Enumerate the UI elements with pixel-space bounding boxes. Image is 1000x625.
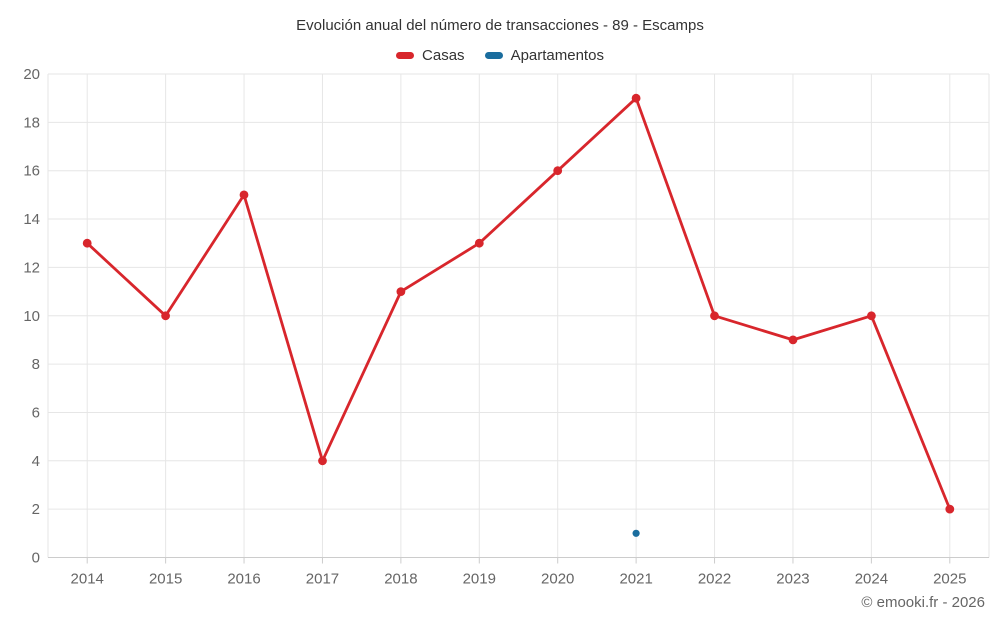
x-axis-label: 2016 bbox=[227, 571, 260, 588]
legend-item-casas[interactable]: Casas bbox=[396, 47, 465, 64]
y-axis-label: 10 bbox=[23, 308, 40, 325]
x-axis-label: 2015 bbox=[149, 571, 182, 588]
x-axis-label: 2022 bbox=[698, 571, 731, 588]
casas-marker[interactable] bbox=[474, 238, 484, 248]
legend-label-casas: Casas bbox=[422, 47, 465, 64]
x-axis-label: 2023 bbox=[776, 571, 809, 588]
chart-title: Evolución anual del número de transaccio… bbox=[296, 17, 704, 34]
x-axis-label: 2019 bbox=[463, 571, 496, 588]
y-axis-label: 8 bbox=[32, 356, 40, 373]
credits-link[interactable]: © emooki.fr - 2026 bbox=[861, 594, 985, 611]
casas-marker[interactable] bbox=[631, 93, 641, 103]
casas-marker[interactable] bbox=[239, 190, 249, 200]
casas-marker[interactable] bbox=[318, 456, 327, 466]
x-axis-label: 2017 bbox=[306, 571, 339, 588]
y-axis-label: 14 bbox=[23, 211, 40, 228]
y-axis-label: 2 bbox=[32, 501, 40, 518]
x-axis-label: 2025 bbox=[933, 571, 966, 588]
casas-marker[interactable] bbox=[553, 166, 563, 176]
casas-marker[interactable] bbox=[867, 311, 876, 321]
apartamentos-swatch-icon bbox=[484, 52, 503, 59]
casas-swatch-icon bbox=[396, 52, 415, 59]
x-axis-label: 2018 bbox=[384, 571, 417, 588]
x-axis-label: 2020 bbox=[541, 571, 574, 588]
casas-marker[interactable] bbox=[82, 238, 92, 248]
legend-item-apartamentos[interactable]: Apartamentos bbox=[484, 47, 604, 64]
casas-line bbox=[85, 96, 952, 511]
casas-marker[interactable] bbox=[396, 287, 406, 296]
casas-marker[interactable] bbox=[788, 335, 798, 345]
casas-marker[interactable] bbox=[710, 311, 719, 321]
y-axis-label: 16 bbox=[23, 163, 40, 180]
legend: Casas Apartamentos bbox=[0, 47, 1000, 64]
legend-label-apartamentos: Apartamentos bbox=[510, 47, 604, 64]
x-axis-label: 2021 bbox=[619, 571, 652, 588]
y-axis-label: 12 bbox=[23, 259, 40, 276]
y-axis-label: 18 bbox=[23, 114, 40, 131]
casas-marker[interactable] bbox=[945, 504, 955, 514]
x-axis-label: 2024 bbox=[855, 571, 888, 588]
y-axis-label: 20 bbox=[23, 66, 40, 83]
y-axis-label: 4 bbox=[32, 453, 40, 470]
x-axis-label: 2014 bbox=[71, 571, 104, 588]
y-axis-label: 6 bbox=[32, 404, 40, 421]
apartamentos-marker[interactable] bbox=[632, 529, 640, 537]
casas-marker[interactable] bbox=[161, 311, 171, 321]
y-axis-label: 0 bbox=[32, 550, 40, 567]
